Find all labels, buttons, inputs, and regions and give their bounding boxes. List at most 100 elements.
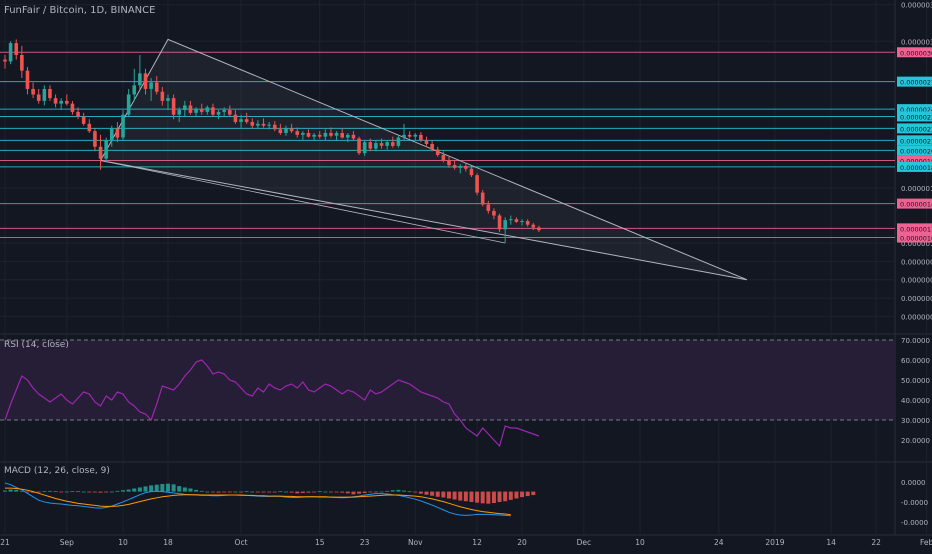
candle-body — [199, 109, 204, 112]
candle-body — [289, 128, 294, 132]
macd-histogram-bar — [407, 491, 412, 493]
time-axis: 21 Sep 10 18 Oct 15 23 Nov 12 20 Dec 10 24 2019 14 22 Fe… — [0, 538, 932, 547]
signal-line — [5, 487, 511, 516]
macd-histogram-bar — [132, 488, 137, 492]
macd-histogram-bar — [261, 491, 266, 493]
macd-histogram-bar — [188, 488, 193, 492]
macd-histogram-bar — [199, 490, 204, 492]
candle-body — [424, 140, 429, 144]
macd-histogram-bar — [149, 485, 154, 492]
macd-histogram-bar — [171, 484, 176, 492]
candle-body — [31, 88, 35, 95]
rsi-tick-label: 20.0000 — [901, 437, 930, 445]
level-price-label: 0.00000143 — [900, 201, 932, 209]
wedge-lower-line — [100, 160, 506, 244]
macd-histogram-bar — [379, 491, 384, 493]
macd-histogram-bar — [104, 491, 109, 493]
candle-body — [25, 70, 30, 89]
macd-histogram-bar — [137, 487, 142, 492]
level-price-label: 0.00000238 — [900, 113, 932, 121]
candle-body — [3, 59, 7, 62]
macd-histogram-bar — [194, 489, 199, 492]
macd-histogram-bar — [531, 491, 536, 496]
price-axis: 0.00000020 0.00000040 0.00000060 0.00000080… — [897, 2, 932, 527]
candle-body — [317, 134, 322, 137]
candle-body — [419, 134, 423, 141]
level-price-tag — [897, 161, 932, 172]
macd-histogram-bar — [525, 491, 530, 497]
macd-histogram-bar — [244, 491, 249, 493]
candle-body — [278, 129, 283, 133]
level-price-tag — [897, 123, 932, 134]
rsi-tick-label: 60.0000 — [901, 357, 930, 365]
macd-histogram-bar — [328, 491, 333, 493]
macd-histogram-bar — [300, 491, 305, 493]
time-tick-label: 22 — [871, 538, 881, 547]
level-price-label: 0.00000246 — [900, 106, 932, 114]
candle-body — [323, 132, 328, 137]
level-price-label: 0.00000190 — [900, 157, 932, 165]
time-tick-label: 18 — [163, 538, 173, 547]
candle-body — [379, 143, 384, 146]
candle-body — [272, 124, 277, 130]
macd-histogram-bar — [53, 491, 58, 493]
macd-histogram-bar — [413, 491, 418, 493]
macd-tick-label: 0.0000 — [901, 479, 926, 487]
price-tick-label: 0.00000040 — [901, 295, 932, 303]
macd-histogram-bar — [182, 487, 187, 492]
macd-histogram-bar — [3, 490, 7, 492]
candle-body — [509, 219, 513, 221]
price-tick-label: 0.00000020 — [901, 313, 932, 321]
candle-body — [334, 132, 339, 136]
macd-histogram-bar — [306, 491, 311, 493]
candle-body — [166, 98, 170, 101]
macd-histogram-bar — [98, 491, 103, 493]
rsi-tick-label: 40.0000 — [901, 397, 930, 405]
candle-body — [537, 227, 541, 231]
macd-histogram-bar — [227, 491, 232, 493]
level-price-label: 0.00000183 — [900, 164, 932, 172]
candle-body — [430, 143, 434, 150]
candle-body — [295, 131, 300, 135]
time-tick-label: Oct — [235, 538, 248, 547]
macd-histogram-bar — [340, 491, 345, 493]
time-tick-label: 21 — [0, 538, 10, 547]
macd-histogram-bar — [463, 491, 468, 502]
candle-body — [36, 94, 41, 101]
level-price-label: 0.00000225 — [900, 125, 932, 133]
macd-histogram-bar — [441, 491, 446, 498]
rsi-label: RSI (14, close) — [4, 340, 69, 350]
level-price-label: 0.00000116 — [900, 225, 932, 233]
macd-histogram-bar — [115, 490, 120, 492]
macd-histogram-bar — [323, 491, 328, 493]
candlestick-series — [3, 39, 541, 244]
macd-histogram-bar — [424, 491, 429, 495]
level-price-tag — [897, 198, 932, 209]
macd-histogram-bar — [19, 490, 24, 492]
macd-histogram-bar — [177, 486, 182, 492]
candle-body — [132, 85, 137, 95]
candle-body — [59, 100, 63, 104]
candle-body — [109, 128, 114, 141]
wedge-triangle — [99, 38, 748, 281]
macd-histogram-bar — [486, 491, 491, 504]
candle-body — [126, 94, 131, 115]
rsi-series — [4, 359, 540, 448]
time-tick-label: 10 — [635, 538, 645, 547]
macd-histogram-bar — [64, 491, 69, 493]
macd-histogram-bar — [334, 491, 339, 493]
macd-histogram-bar — [385, 490, 390, 492]
candle-body — [98, 146, 103, 159]
candle-body — [216, 111, 221, 115]
candle-body — [396, 137, 401, 146]
candle-body — [362, 142, 367, 154]
candle-body — [407, 134, 412, 137]
macd-histogram-bar — [267, 491, 272, 493]
candle-body — [256, 123, 260, 126]
rsi-line — [4, 359, 540, 448]
candle-body — [42, 88, 47, 101]
macd-label: MACD (12, 26, close, 9) — [4, 466, 110, 476]
macd-histogram-bar — [92, 491, 97, 493]
